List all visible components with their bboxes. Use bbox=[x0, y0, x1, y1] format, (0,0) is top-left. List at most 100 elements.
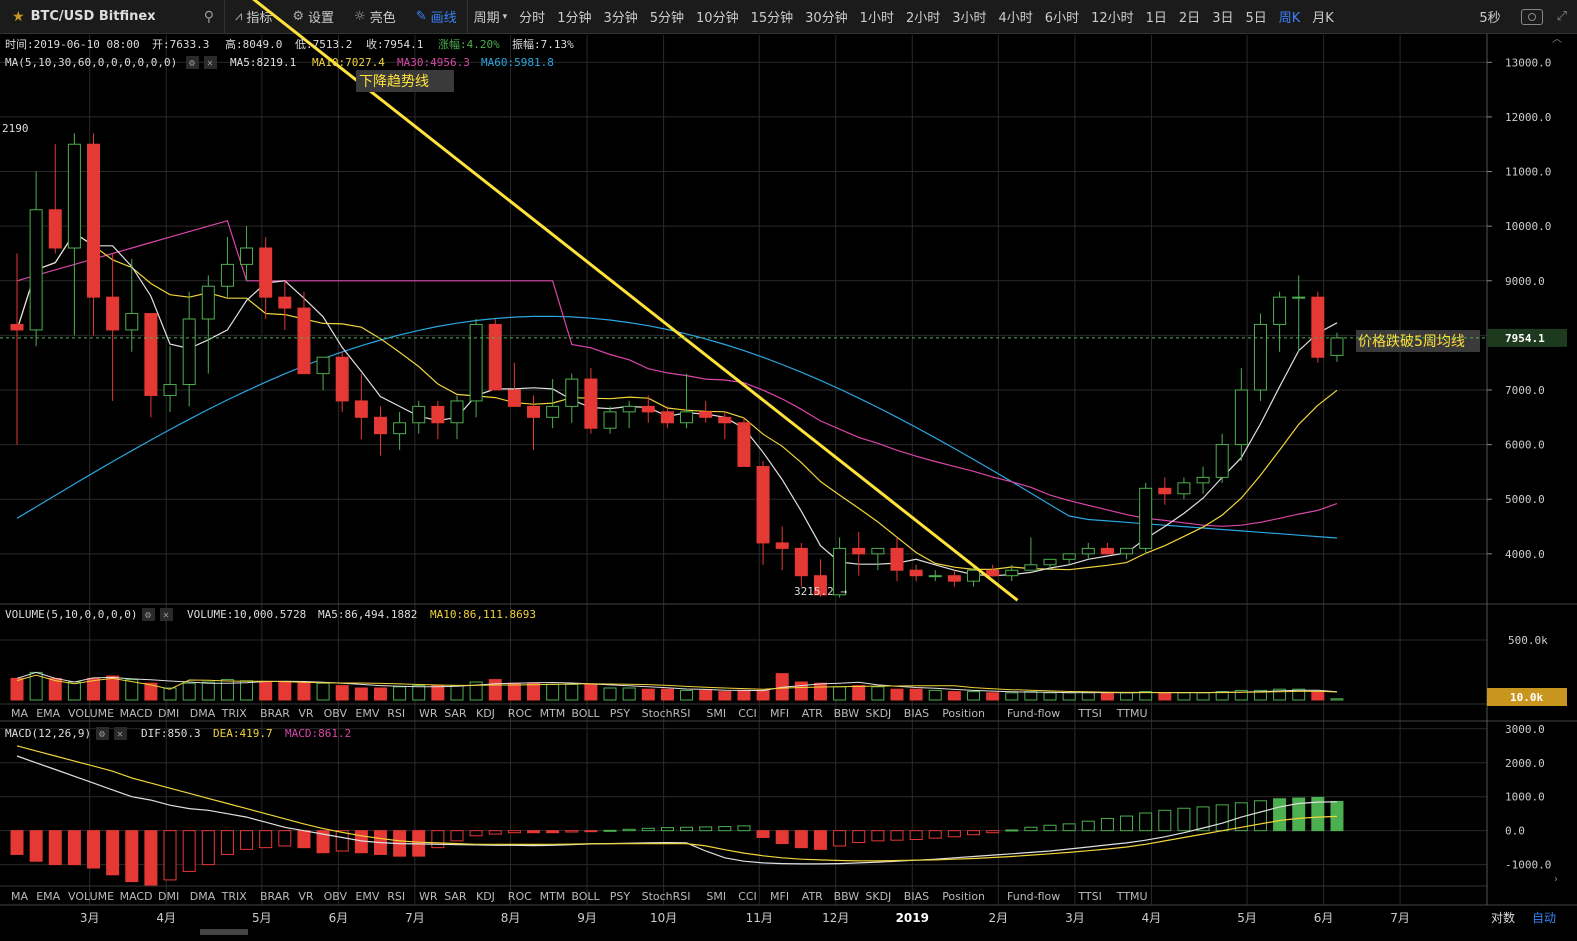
macd-bar[interactable] bbox=[852, 830, 866, 844]
chevron-right-icon[interactable]: › bbox=[1554, 874, 1558, 885]
chevron-up-icon[interactable]: ︿ bbox=[1552, 34, 1562, 45]
volume-close-icon[interactable] bbox=[160, 608, 173, 621]
candle-body[interactable] bbox=[622, 405, 636, 413]
volume-bar[interactable] bbox=[469, 681, 483, 701]
macd-bar[interactable] bbox=[967, 830, 980, 836]
indicator-tab-macd[interactable]: MACD bbox=[120, 890, 153, 903]
macd-bar[interactable] bbox=[660, 827, 674, 832]
macd-bar[interactable] bbox=[1139, 812, 1153, 832]
period-17[interactable]: 周K bbox=[1278, 11, 1301, 26]
indicator-tab-smi[interactable]: SMI bbox=[706, 890, 726, 903]
period-dropdown[interactable]: 周期 ▾ bbox=[473, 11, 508, 26]
volume-bar[interactable] bbox=[259, 681, 273, 701]
volume-bar[interactable] bbox=[1177, 692, 1191, 701]
period-13[interactable]: 1日 bbox=[1145, 11, 1167, 26]
candle-body[interactable] bbox=[373, 416, 387, 435]
candle-body[interactable] bbox=[1177, 482, 1191, 495]
candle-body[interactable] bbox=[680, 411, 694, 424]
macd-bar[interactable] bbox=[220, 830, 234, 855]
candle-body[interactable] bbox=[297, 307, 311, 375]
period-6[interactable]: 30分钟 bbox=[805, 11, 848, 26]
indicator-tab-psy[interactable]: PSY bbox=[610, 890, 631, 903]
volume-bar[interactable] bbox=[603, 687, 617, 701]
indicator-tab-cci[interactable]: CCI bbox=[738, 890, 757, 903]
camera-icon[interactable] bbox=[1520, 8, 1543, 25]
volume-bar[interactable] bbox=[737, 689, 751, 701]
macd-bar[interactable] bbox=[1120, 815, 1134, 832]
macd-bar[interactable] bbox=[297, 830, 311, 849]
indicator-tab-cci[interactable]: CCI bbox=[738, 707, 757, 720]
volume-bar[interactable] bbox=[220, 679, 234, 701]
volume-bar[interactable] bbox=[278, 681, 292, 701]
period-4[interactable]: 10分钟 bbox=[696, 11, 739, 26]
candle-body[interactable] bbox=[1139, 487, 1153, 549]
draw-button[interactable]: ✎ 画线 bbox=[415, 9, 457, 26]
volume-bar[interactable] bbox=[1024, 691, 1038, 701]
volume-bar[interactable] bbox=[660, 688, 674, 701]
candle-body[interactable] bbox=[1215, 444, 1229, 478]
period-10[interactable]: 4小时 bbox=[998, 11, 1033, 26]
macd-bar[interactable] bbox=[1005, 829, 1019, 832]
indicator-button[interactable]: ⩘ 指标 bbox=[235, 9, 273, 26]
indicator-tab-emv[interactable]: EMV bbox=[355, 890, 379, 903]
indicator-tab-ema[interactable]: EMA bbox=[36, 707, 60, 720]
indicator-tab-position[interactable]: Position bbox=[942, 890, 985, 903]
macd-bar[interactable] bbox=[890, 830, 904, 841]
period-0[interactable]: 分时 bbox=[519, 11, 546, 26]
volume-bar[interactable] bbox=[641, 688, 655, 701]
candle-body[interactable] bbox=[967, 569, 980, 582]
macd-bar[interactable] bbox=[1292, 797, 1306, 832]
log-scale-toggle[interactable]: 对数 bbox=[1491, 910, 1515, 925]
volume-bar[interactable] bbox=[1139, 691, 1153, 701]
indicator-tab-bias[interactable]: BIAS bbox=[904, 707, 929, 720]
candle-body[interactable] bbox=[1311, 296, 1325, 358]
macd-bar[interactable] bbox=[584, 830, 598, 833]
indicator-tab-ttmu[interactable]: TTMU bbox=[1116, 707, 1148, 720]
period-7[interactable]: 1小时 bbox=[859, 11, 894, 26]
indicator-tab-rsi[interactable]: RSI bbox=[387, 707, 405, 720]
downtrend-label-box[interactable] bbox=[356, 70, 454, 92]
macd-bar[interactable] bbox=[622, 828, 636, 832]
candle-body[interactable] bbox=[67, 143, 81, 249]
volume-bar[interactable] bbox=[1292, 688, 1306, 701]
volume-bar[interactable] bbox=[813, 682, 827, 701]
indicator-tab-dmi[interactable]: DMI bbox=[158, 707, 179, 720]
macd-bar[interactable] bbox=[316, 830, 330, 854]
volume-bar[interactable] bbox=[565, 683, 579, 701]
macd-bar[interactable] bbox=[794, 830, 808, 849]
indicator-tab-bbw[interactable]: BBW bbox=[834, 707, 860, 720]
macd-close-icon[interactable] bbox=[114, 727, 127, 740]
macd-bar[interactable] bbox=[718, 826, 732, 832]
candle-body[interactable] bbox=[775, 542, 789, 549]
macd-bar[interactable] bbox=[469, 830, 483, 837]
light-theme-button[interactable]: ☼ 亮色 bbox=[354, 9, 396, 26]
volume-bar[interactable] bbox=[909, 688, 923, 701]
candle-body[interactable] bbox=[813, 575, 827, 596]
indicator-tab-obv[interactable]: OBV bbox=[324, 890, 348, 903]
candle-body[interactable] bbox=[354, 400, 368, 418]
volume-bar[interactable] bbox=[699, 689, 713, 701]
macd-bar[interactable] bbox=[201, 830, 215, 866]
candle-body[interactable] bbox=[240, 247, 254, 265]
volume-bar[interactable] bbox=[794, 681, 808, 701]
macd-bar[interactable] bbox=[259, 830, 273, 849]
macd-bar[interactable] bbox=[488, 830, 502, 835]
volume-bar[interactable] bbox=[1234, 689, 1248, 701]
volume-bar[interactable] bbox=[1196, 692, 1210, 701]
candle-body[interactable] bbox=[335, 356, 349, 402]
macd-bar[interactable] bbox=[603, 829, 617, 832]
macd-bar[interactable] bbox=[947, 830, 961, 838]
indicator-tab-rsi[interactable]: RSI bbox=[387, 890, 405, 903]
volume-bar[interactable] bbox=[947, 691, 961, 701]
candle-body[interactable] bbox=[1158, 487, 1172, 495]
volume-bar[interactable] bbox=[1120, 692, 1134, 701]
candle-body[interactable] bbox=[833, 547, 847, 596]
auto-scale-toggle[interactable]: 自动 bbox=[1532, 911, 1556, 925]
candle-body[interactable] bbox=[48, 209, 62, 249]
volume-bar[interactable] bbox=[986, 692, 1000, 701]
volume-bar[interactable] bbox=[1311, 691, 1325, 701]
macd-bar[interactable] bbox=[67, 830, 81, 866]
volume-bar[interactable] bbox=[1158, 692, 1172, 701]
macd-bar[interactable] bbox=[1273, 798, 1287, 832]
volume-bar[interactable] bbox=[240, 680, 254, 701]
